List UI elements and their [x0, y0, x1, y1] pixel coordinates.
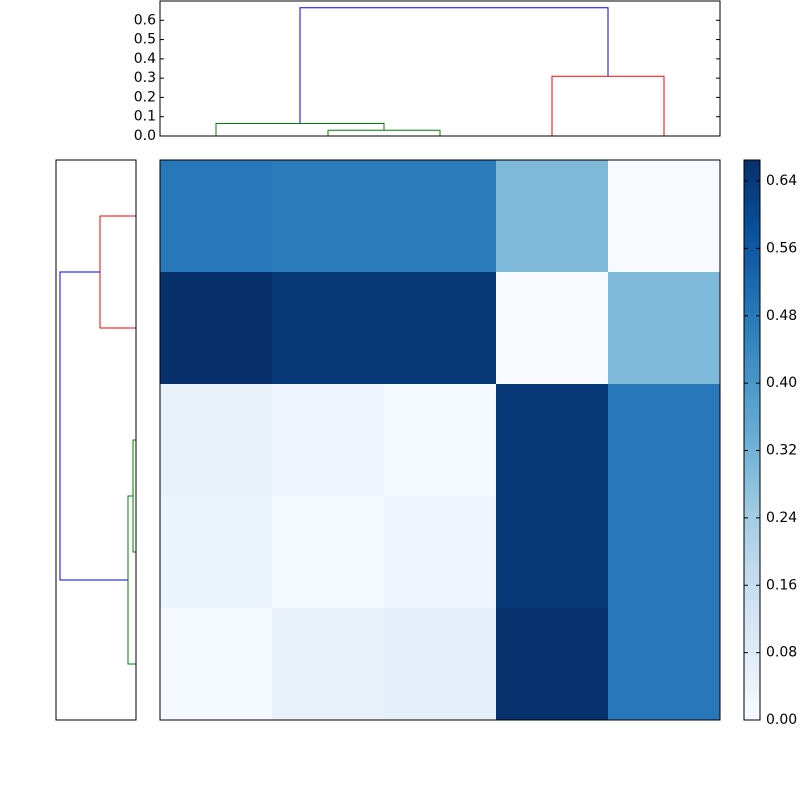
- dendrogram-link: [59, 271, 128, 581]
- heatmap-cell: [496, 160, 609, 273]
- colorbar: [744, 160, 760, 720]
- colorbar-tick-label: 0.08: [766, 645, 797, 661]
- heatmap-cell: [608, 384, 721, 497]
- dendrogram-link: [299, 7, 609, 124]
- heatmap-cell: [160, 160, 273, 273]
- colorbar-tick-label: 0.00: [766, 712, 797, 728]
- y-tick-label: 0.3: [134, 70, 156, 86]
- heatmap-cell: [272, 496, 385, 609]
- colorbar-tick-label: 0.64: [766, 173, 797, 189]
- y-tick-label: 0.4: [134, 51, 156, 67]
- heatmap-cell: [160, 272, 273, 385]
- dendrogram-link: [132, 439, 136, 553]
- heatmap-cell: [384, 608, 497, 721]
- heatmap-cell: [272, 160, 385, 273]
- y-tick-label: 0.0: [134, 128, 156, 144]
- heatmap-cell: [608, 160, 721, 273]
- colorbar-tick-label: 0.48: [766, 308, 797, 324]
- colorbar-tick-label: 0.40: [766, 375, 797, 391]
- heatmap-cell: [272, 608, 385, 721]
- heatmap-cell: [496, 272, 609, 385]
- heatmap-cell: [384, 496, 497, 609]
- dendrogram-link: [99, 215, 136, 329]
- y-tick-label: 0.5: [134, 32, 156, 48]
- colorbar-tick-label: 0.32: [766, 443, 797, 459]
- heatmap-cell: [496, 496, 609, 609]
- colorbar-tick-label: 0.56: [766, 240, 797, 256]
- colorbar-frame: [743, 159, 761, 721]
- heatmap-cell: [384, 384, 497, 497]
- y-tick-label: 0.2: [134, 89, 156, 105]
- heatmap-cell: [272, 272, 385, 385]
- colorbar-tick-label: 0.16: [766, 577, 797, 593]
- axes-frame: [55, 159, 137, 721]
- dendrogram-link: [551, 75, 665, 136]
- axes-frame: [159, 159, 721, 721]
- heatmap-cell: [160, 384, 273, 497]
- dendrogram-link: [127, 495, 136, 665]
- heatmap-cell: [496, 384, 609, 497]
- heatmap-cell: [496, 608, 609, 721]
- colorbar-tick-label: 0.24: [766, 510, 797, 526]
- heatmap-cell: [384, 272, 497, 385]
- heatmap-cell: [160, 608, 273, 721]
- heatmap-cell: [272, 384, 385, 497]
- dendrogram-link: [327, 129, 441, 136]
- heatmap-cell: [608, 608, 721, 721]
- heatmap-cell: [608, 496, 721, 609]
- y-tick-label: 0.1: [134, 109, 156, 125]
- heatmap-cell: [608, 272, 721, 385]
- heatmap-cell: [384, 160, 497, 273]
- y-tick-label: 0.6: [134, 12, 156, 28]
- axes-frame: [159, 0, 721, 137]
- heatmap-cell: [160, 496, 273, 609]
